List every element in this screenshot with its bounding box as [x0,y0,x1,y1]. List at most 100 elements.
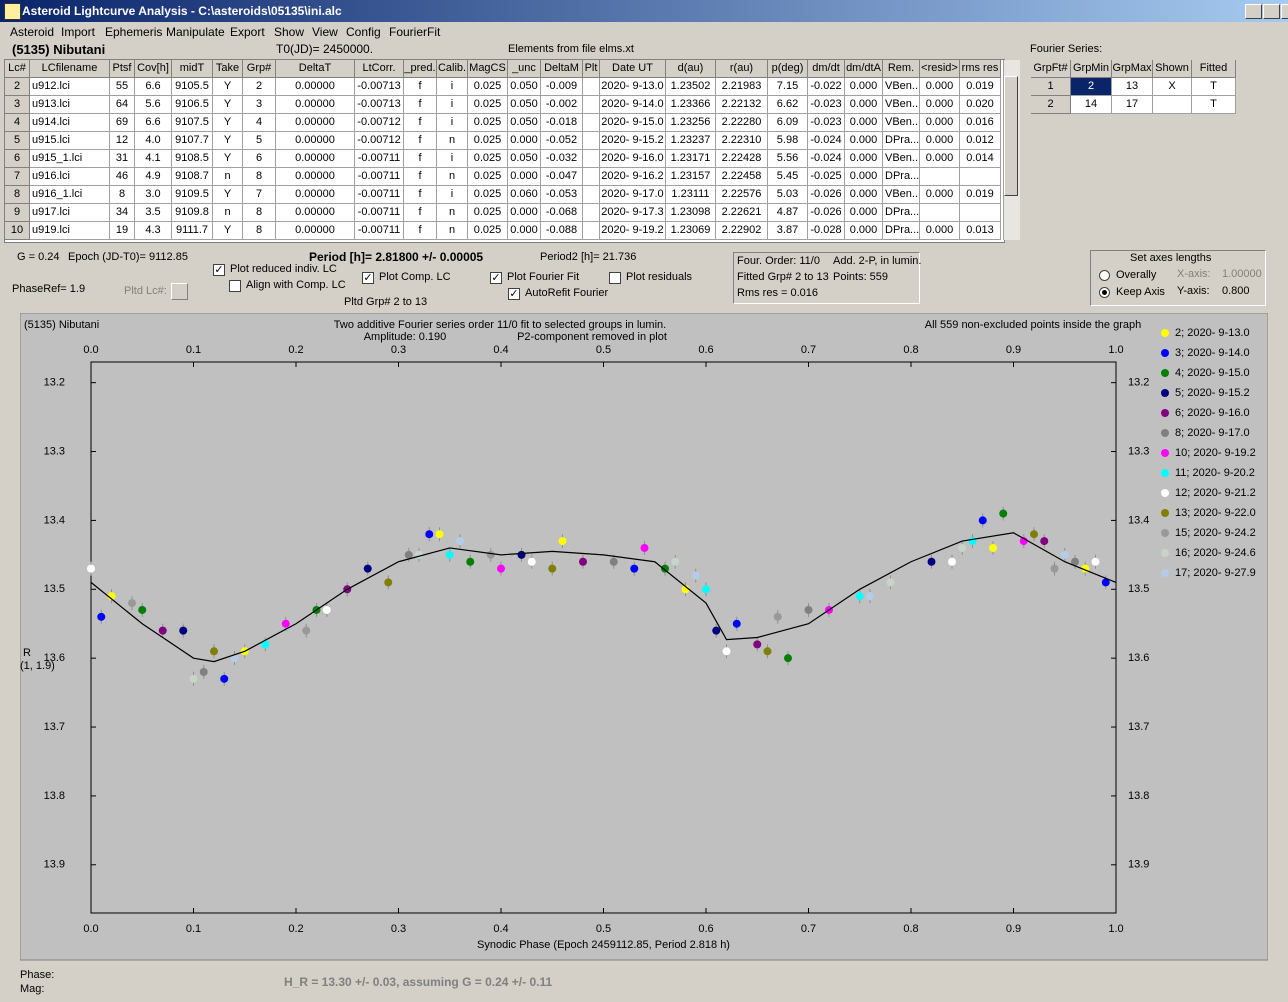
table-cell: VBen... [883,114,920,132]
table-cell: 0.000 [920,114,960,132]
checkbox-label[interactable]: Plot residuals [626,271,693,283]
fourier-header: Shown [1153,60,1192,78]
table-cell: 9107.7 [172,132,213,150]
app-icon [4,3,21,20]
data-point [866,592,874,601]
table-cell: -0.00712 [355,132,404,150]
object-name: (5135) Nibutani [12,42,106,57]
row-header[interactable]: 9 [5,204,30,222]
fourier-row-header[interactable]: 1 [1031,78,1071,96]
menu-item[interactable]: Ephemeris [105,25,163,39]
x-tick-label: 0.4 [493,923,508,935]
data-point [456,537,464,546]
checkbox-label[interactable]: Plot Comp. LC [379,271,451,283]
y-tick-label: 13.2 [44,377,65,389]
checkbox-label[interactable]: Plot reduced indiv. LC [230,263,337,275]
fourier-cell[interactable]: 17 [1112,96,1153,114]
checkbox-label[interactable]: Align with Comp. LC [246,279,346,291]
fourier-cell[interactable]: T [1192,78,1236,96]
spin-box[interactable] [171,283,188,300]
x-tick-label: 0.9 [1006,923,1021,935]
y-tick-label: 13.4 [1128,514,1149,526]
menu-item[interactable]: Export [230,25,265,39]
menu-item[interactable]: Config [346,25,381,39]
fourier-cell[interactable]: X [1153,78,1192,96]
row-header[interactable]: 5 [5,132,30,150]
row-header[interactable]: 2 [5,78,30,96]
x-tick-label: 0.6 [698,923,713,935]
checkbox-label[interactable]: AutoRefit Fourier [525,287,609,299]
checkbox[interactable]: ✓ [508,288,520,300]
row-header[interactable]: 3 [5,96,30,114]
radio-label[interactable]: Overally [1116,269,1157,281]
fourier-cell[interactable]: 13 [1112,78,1153,96]
table-cell: -0.023 [808,96,845,114]
minimize-button[interactable] [1245,4,1262,19]
plot-area [90,361,1117,914]
row-header[interactable]: 10 [5,222,30,240]
data-point [927,557,936,566]
menu-item[interactable]: Asteroid [10,25,55,39]
checkbox-label[interactable]: Plot Fourier Fit [507,271,580,283]
checkbox[interactable] [609,272,621,284]
table-cell: 0.013 [960,222,1001,240]
maximize-button[interactable] [1263,4,1280,19]
fourier-cell[interactable]: 2 [1071,78,1112,96]
menu-item[interactable]: Manipulate [166,25,225,39]
legend-label: 11; 2020- 9-20.2 [1175,467,1255,479]
fourier-cell[interactable]: T [1192,96,1236,114]
x-tick-label: 0.8 [903,923,918,935]
x-tick-label: 0.7 [801,923,816,935]
table-cell: 55 [110,78,135,96]
menu-item[interactable]: Import [61,25,96,39]
data-point [445,550,454,559]
checkbox[interactable]: ✓ [362,272,374,284]
menu-item[interactable]: Show [274,25,305,39]
table-cell: -0.053 [541,186,583,204]
table-cell: 0.00000 [276,96,355,114]
table-cell: 7 [243,186,276,204]
table-cell: 0.000 [920,222,960,240]
table-cell: 9108.7 [172,168,213,186]
fourier-cell[interactable] [1153,96,1192,114]
table-cell: 3.0 [135,186,172,204]
table-cell: 0.025 [468,204,508,222]
menu-item[interactable]: FourierFit [389,25,441,39]
table-cell: n [437,168,468,186]
column-header: MagCS [468,60,508,78]
data-point [97,612,106,621]
data-point [1030,530,1038,539]
table-cell: -0.00711 [355,150,404,168]
table-cell: 0.00000 [276,78,355,96]
annotation: All 559 non-excluded points inside the g… [925,319,1141,331]
radio-label[interactable]: Keep Axis [1116,286,1165,298]
fourier-cell[interactable]: 14 [1071,96,1112,114]
radio[interactable] [1099,287,1110,298]
fourier-header: GrpFt# [1031,60,1071,78]
row-header[interactable]: 4 [5,114,30,132]
table-cell: i [437,114,468,132]
legend-marker [1161,329,1169,337]
scroll-thumb[interactable] [1004,76,1018,196]
x-tick-label: 0.9 [1006,344,1021,356]
close-button[interactable] [1281,4,1288,19]
table-cell: i [437,186,468,204]
menu-item[interactable]: View [312,25,338,39]
checkbox[interactable]: ✓ [490,272,502,284]
checkbox[interactable] [229,280,241,292]
table-cell [583,222,600,240]
row-header[interactable]: 8 [5,186,30,204]
radio[interactable] [1099,270,1110,281]
table-cell: 1.23157 [666,168,716,186]
table-cell: 2.22621 [716,204,768,222]
row-header[interactable]: 6 [5,150,30,168]
fourier-row-header[interactable]: 2 [1031,96,1071,114]
x-tick-label: 0.5 [596,344,611,356]
x-tick-label: 0.5 [596,923,611,935]
table-cell: u917.lci [30,204,110,222]
data-point [784,654,792,663]
row-header[interactable]: 7 [5,168,30,186]
checkbox[interactable]: ✓ [213,264,225,276]
phase-label: Phase: [20,969,55,981]
data-point [773,612,782,621]
